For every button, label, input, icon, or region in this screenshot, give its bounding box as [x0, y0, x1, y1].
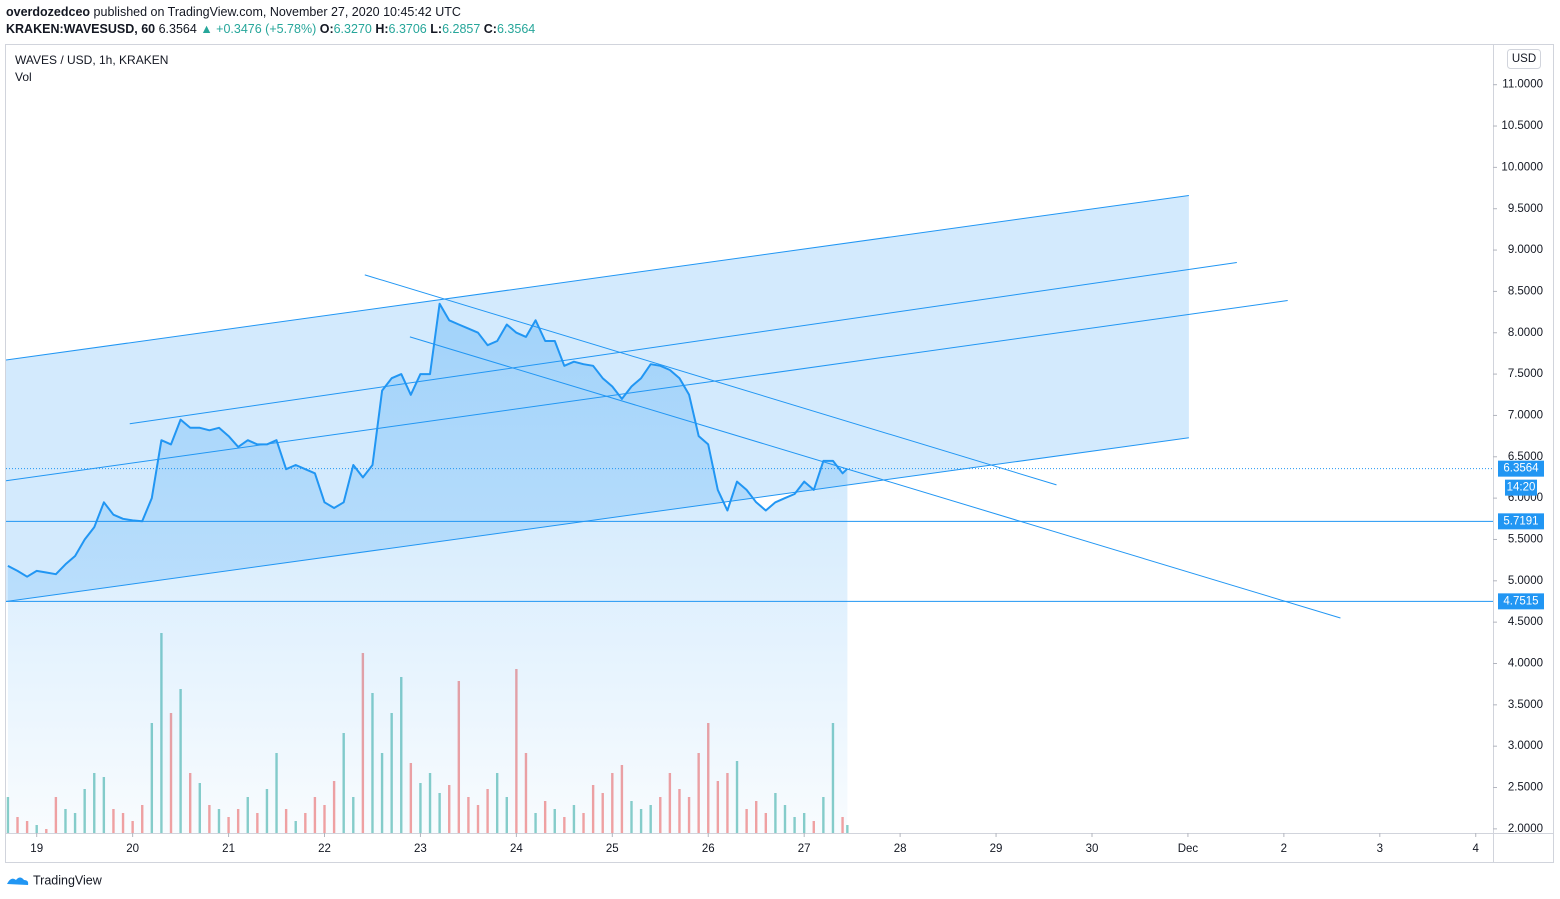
channel-line	[6, 194, 1189, 361]
y-tick-label: 9.5000	[1508, 203, 1543, 215]
trend-line	[364, 274, 1057, 486]
y-tick-label: 4.5000	[1508, 616, 1543, 628]
y-tick-label: 9.0000	[1508, 244, 1543, 256]
countdown-bg	[1505, 479, 1537, 496]
y-tick-label: 10.5000	[1501, 120, 1543, 132]
legend-title: WAVES / USD, 1h, KRAKEN	[15, 53, 168, 67]
ohlc-line: KRAKEN:WAVESUSD, 60 6.3564 ▲ +0.3476 (+5…	[6, 22, 535, 36]
o: 6.3270	[333, 22, 372, 36]
last: 6.3564	[158, 22, 197, 36]
price-line	[7, 302, 849, 578]
y-tick-label: 8.5000	[1508, 285, 1543, 297]
y-tick-label: 11.0000	[1502, 79, 1543, 91]
x-tick-label: 28	[894, 843, 907, 855]
x-tick-label: 2	[1281, 843, 1287, 855]
currency-button[interactable]	[1507, 49, 1541, 69]
h-label: H:	[375, 22, 389, 36]
y-tick-label: 2.5000	[1508, 782, 1543, 794]
published: published on TradingView.com, November 2…	[93, 5, 461, 19]
symbol: KRAKEN:WAVESUSD, 60	[6, 22, 156, 36]
brand-name: TradingView	[33, 873, 103, 887]
x-tick-label: 21	[222, 843, 235, 855]
y-tick-label: 8.0000	[1508, 327, 1543, 339]
x-tick-label: 23	[414, 843, 427, 855]
level-label-bg	[1498, 513, 1544, 530]
c-label: C:	[483, 22, 497, 36]
level-label-bg	[1498, 593, 1544, 610]
frame	[5, 44, 1554, 863]
last-price-label: 6.3564	[1503, 463, 1539, 475]
legend-vol: Vol	[15, 70, 32, 84]
o-label: O:	[319, 22, 334, 36]
x-tick-label: 3	[1377, 843, 1383, 855]
x-tick-label: 19	[30, 843, 43, 855]
l-label: L:	[430, 22, 443, 36]
y-tick-label: 7.5000	[1508, 368, 1543, 380]
brand: TradingView	[7, 873, 103, 887]
x-tick-label: 24	[510, 843, 523, 855]
plot	[6, 194, 1341, 833]
y-tick-label: 4.0000	[1508, 658, 1543, 670]
last-price-label-bg	[1498, 460, 1544, 477]
countdown: 14:20	[1507, 482, 1536, 494]
x-tick-label: 26	[702, 843, 715, 855]
brand-logo	[7, 877, 29, 885]
y-tick-label: 5.0000	[1508, 575, 1543, 587]
y-tick-label: 6.5000	[1508, 451, 1543, 463]
x-tick-label: 27	[798, 843, 811, 855]
publish-line: overdozedceo published on TradingView.co…	[6, 5, 461, 19]
change: ▲ +0.3476 (+5.78%)	[200, 22, 317, 36]
y-tick-label: 10.0000	[1501, 161, 1543, 173]
x-tick-label: 22	[318, 843, 331, 855]
x-tick-label: 4	[1473, 843, 1480, 855]
x-tick-label: 25	[606, 843, 619, 855]
y-tick-label: 5.5000	[1508, 533, 1543, 545]
l: 6.2857	[442, 22, 481, 36]
x-tick-label: 20	[126, 843, 139, 855]
x-tick-label: 30	[1086, 843, 1099, 855]
trend-line	[129, 261, 1237, 425]
y-tick-label: 2.0000	[1508, 823, 1543, 835]
price-area	[7, 303, 848, 833]
c: 6.3564	[496, 22, 536, 36]
h: 6.3706	[388, 22, 427, 36]
y-tick-label: 3.5000	[1508, 699, 1543, 711]
currency[interactable]: USD	[1512, 53, 1536, 65]
level-label: 4.7515	[1503, 595, 1538, 607]
y-tick-label: 7.0000	[1508, 409, 1543, 421]
x-tick-label: 29	[990, 843, 1003, 855]
x-tick-label: Dec	[1178, 843, 1199, 855]
author: overdozedceo	[6, 5, 91, 19]
y-tick-label: 3.0000	[1508, 740, 1543, 752]
level-label: 5.7191	[1503, 515, 1538, 527]
